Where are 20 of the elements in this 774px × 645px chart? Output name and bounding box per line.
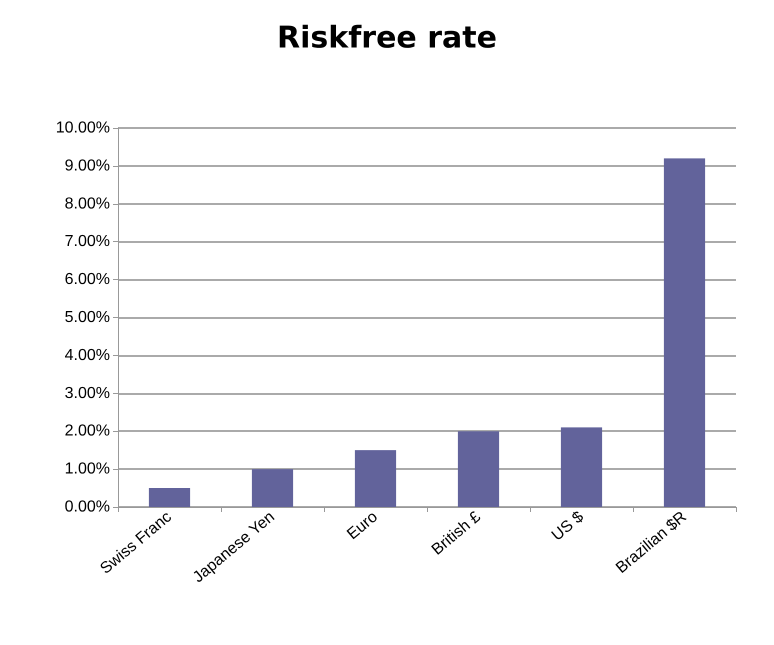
y-tick-label: 2.00%	[64, 422, 110, 440]
bar	[148, 488, 190, 507]
y-tick-label: 10.00%	[56, 120, 110, 136]
y-tick-label: 3.00%	[64, 384, 110, 402]
x-tick-label: US $	[548, 508, 588, 544]
y-tick-label: 1.00%	[64, 460, 110, 478]
bar	[458, 431, 500, 507]
x-tick-label: Euro	[344, 508, 382, 544]
y-tick-label: 5.00%	[64, 309, 110, 326]
y-tick-label: 9.00%	[64, 157, 110, 174]
y-tick-label: 4.00%	[64, 346, 110, 364]
chart-title: Riskfree rate	[277, 20, 497, 56]
bar	[664, 158, 706, 507]
y-tick-label: 6.00%	[64, 271, 110, 288]
bar	[560, 427, 602, 507]
y-tick-label: 8.00%	[64, 195, 110, 212]
bar	[252, 469, 294, 507]
bar	[354, 450, 396, 507]
y-tick-label: 0.00%	[64, 498, 110, 516]
y-tick-label: 7.00%	[64, 233, 110, 250]
